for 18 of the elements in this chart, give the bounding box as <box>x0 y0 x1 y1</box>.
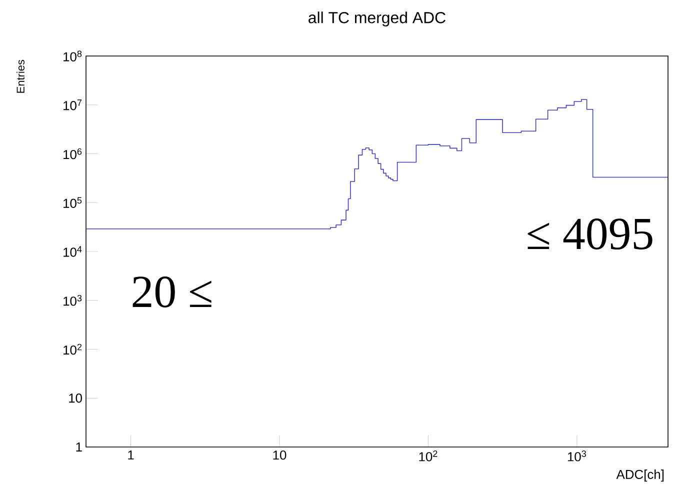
y-tick-label: 10$^{2}$ <box>64 344 82 355</box>
x-tick-label: 10$^{2}$ <box>419 450 438 462</box>
annotation: ≤ 4095 <box>528 218 652 250</box>
y-tick-label: 10$^{8}$ <box>64 50 82 62</box>
y-tick-label: 1 <box>76 442 82 452</box>
x-tick-label: 10$^{3}$ <box>568 450 586 462</box>
y-tick-label: 10$^{4}$ <box>64 246 82 257</box>
y-tick-label: 10$^{5}$ <box>64 197 82 208</box>
y-tick-label: 10 <box>69 394 82 403</box>
y-tick-label: 10$^{7}$ <box>64 100 82 110</box>
chart-title: all TC merged ADC <box>308 12 446 26</box>
y-tick-label: 10$^{6}$ <box>64 148 82 160</box>
x-tick-label: 1 <box>128 450 134 460</box>
x-axis-title: ADC[ch] <box>616 470 664 482</box>
annotation: 20 ≤ <box>132 276 212 308</box>
y-tick-label: 10$^{3}$ <box>64 294 82 306</box>
x-tick-label: 10 <box>273 450 286 460</box>
y-axis-title: Entries <box>16 60 24 93</box>
